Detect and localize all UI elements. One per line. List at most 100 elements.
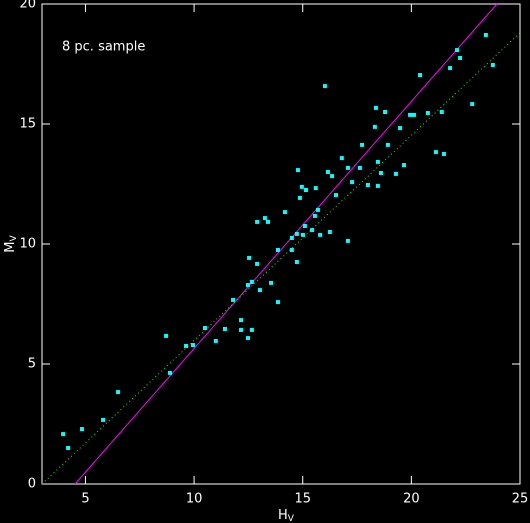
data-point [373,105,378,110]
x-tick-label: 5 [81,492,89,507]
data-point [458,56,463,60]
data-point [322,84,327,89]
data-point [265,219,270,224]
data-point [66,446,71,450]
data-point [470,102,475,107]
plot-frame [41,3,521,485]
y-tick-label: 10 [19,237,36,252]
data-point [312,213,317,218]
data-point [222,326,227,331]
data-point [398,126,403,131]
data-point [289,248,294,252]
data-point [339,156,344,161]
y-tick-label: 0 [28,477,36,492]
data-point [164,333,169,338]
data-point [375,183,380,188]
data-point [255,261,260,266]
data-point [360,142,365,147]
x-axis-label: HV [278,508,295,523]
y-tick-label: 15 [19,117,36,132]
data-point [375,159,380,164]
data-point [245,336,250,341]
x-tick-label: 15 [294,492,311,507]
data-point [300,232,305,237]
data-point [289,236,294,240]
annotation: 8 pc. sample [62,40,145,55]
data-point [299,184,304,189]
data-point [350,180,355,185]
data-point [167,370,172,375]
y-label-subscript: V [9,234,19,241]
data-point [245,283,250,288]
y-tick-label: 20 [19,0,36,12]
data-point [454,48,459,53]
data-point [275,300,280,305]
data-point [418,73,423,78]
data-point [116,390,121,395]
data-point [184,344,189,348]
data-point [303,188,308,192]
data-point [425,110,430,115]
x-tick-label: 10 [186,492,203,507]
data-point [345,238,350,243]
data-point [239,318,244,323]
data-point [372,124,377,129]
data-point [239,327,244,332]
data-point [318,232,323,237]
data-point [255,219,260,224]
data-point [213,338,218,343]
data-point [313,186,318,191]
data-point [411,112,416,117]
data-point [247,255,252,260]
data-point [61,432,66,437]
x-tick-label: 20 [403,492,420,507]
data-point [378,170,383,175]
y-tick-label: 5 [28,357,36,372]
data-point [383,110,388,114]
data-point [294,260,299,264]
x-label-text: H [278,508,288,523]
data-point [310,228,315,233]
data-point [297,195,302,200]
fit-line [41,32,521,485]
data-point [327,230,332,234]
data-point [79,427,84,432]
y-label-text: M [3,241,18,252]
x-label-subscript: V [288,514,295,523]
data-point [275,248,280,252]
data-point [294,231,299,236]
data-point [385,142,390,147]
data-point [357,165,362,170]
data-point [441,152,446,156]
data-point [365,182,370,187]
data-point [315,207,320,212]
data-point [345,165,350,170]
data-point [333,193,338,198]
data-point [262,216,267,221]
data-point [101,417,106,422]
data-point [325,170,330,174]
data-point [330,174,335,179]
data-point [230,297,235,302]
data-point [257,288,262,293]
x-tick-label: 25 [512,492,529,507]
data-point [448,66,453,71]
data-point [191,343,196,348]
data-point [202,326,207,330]
y-axis-label: MV [3,234,19,252]
data-point [295,168,300,173]
data-point [401,163,406,168]
data-point [490,62,495,67]
data-point [249,327,254,332]
data-point [483,32,488,37]
data-point [249,279,254,284]
data-point [439,110,444,114]
data-point [393,171,398,176]
data-point [282,210,287,215]
fit-line [74,3,498,485]
data-point [408,112,413,117]
data-point [269,280,274,285]
data-point [302,224,307,228]
data-point [433,150,438,155]
